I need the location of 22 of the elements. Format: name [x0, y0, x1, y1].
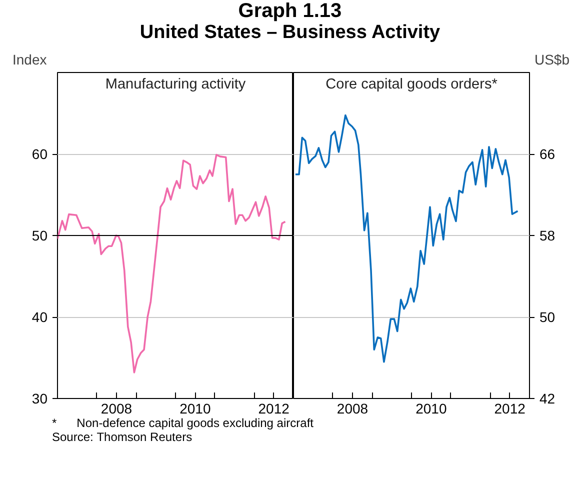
annotation: Core capital goods orders* [326, 76, 498, 92]
chart-subtitle: United States – Business Activity [140, 22, 440, 44]
x-tick-label: 2010 [180, 400, 211, 416]
source-note: Source: Thomson Reuters [52, 430, 192, 444]
text: * Non-defence capital goods excluding aircraft [52, 416, 314, 430]
y-tick-label: 60 [32, 146, 48, 162]
y-tick-label: 30 [32, 390, 48, 406]
x-tick-label: 2010 [416, 400, 447, 416]
y-axis-title: Index [12, 52, 47, 68]
x-tick-label: 2008 [100, 400, 132, 416]
y2-tick-label: 50 [540, 309, 556, 325]
y2-tick-label: 42 [540, 390, 556, 406]
y2-tick-label: 66 [540, 146, 556, 162]
y-tick-label: 50 [32, 228, 48, 244]
y2-axis-title: US$b [534, 52, 570, 68]
y-tick-label: 40 [32, 309, 48, 325]
chart-title: Graph 1.13 [238, 0, 342, 22]
x-tick-label: 2008 [336, 400, 368, 416]
x-tick-label: 2012 [258, 400, 290, 416]
annotation: Manufacturing activity [105, 76, 246, 92]
x-tick-label: 2012 [494, 400, 526, 416]
y2-tick-label: 58 [540, 228, 556, 244]
